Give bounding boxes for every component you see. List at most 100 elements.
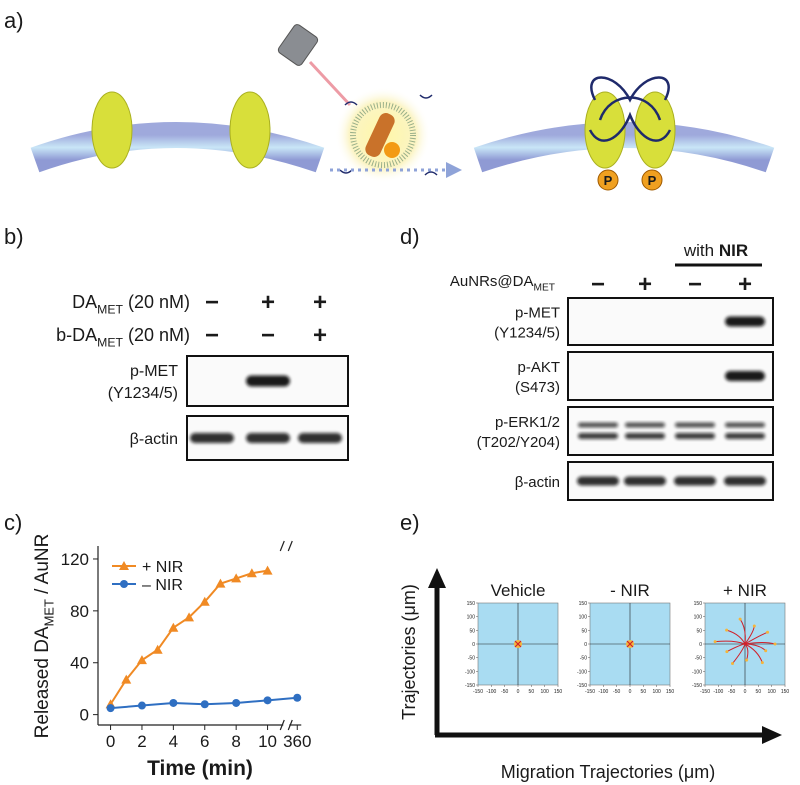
y-tick-label: 40 — [70, 654, 89, 673]
trajectory-end — [745, 658, 749, 662]
tick-label: 0 — [629, 689, 632, 695]
series-line — [109, 569, 268, 705]
marker — [106, 704, 115, 713]
marker — [168, 622, 179, 632]
blot-label: p-MET — [515, 305, 560, 322]
marker — [200, 700, 209, 709]
band — [725, 433, 765, 439]
tick-label: 0 — [584, 642, 587, 648]
header-bold: NIR — [719, 241, 748, 260]
label-sub: MET — [97, 302, 123, 316]
label-sub: MET — [42, 599, 57, 626]
trajectory — [715, 640, 746, 645]
panel-label: b) — [4, 224, 24, 249]
blot-label: p-MET — [130, 363, 178, 380]
receptor — [584, 91, 626, 169]
tick-label: -150 — [465, 683, 475, 689]
marker — [152, 644, 163, 654]
marker — [184, 612, 195, 622]
trajectory — [744, 643, 763, 663]
arrowhead — [428, 568, 446, 588]
trajectory — [626, 640, 634, 648]
trajectory — [744, 642, 776, 645]
marker — [121, 674, 132, 684]
receptor — [91, 91, 133, 169]
band — [725, 422, 765, 428]
trajectory — [732, 643, 746, 664]
marker — [231, 573, 242, 583]
trajectory — [514, 640, 522, 648]
trajectory-end — [764, 649, 768, 653]
sign: − — [205, 322, 219, 349]
label-part: / AuNR — [32, 534, 53, 599]
row-label: b-DAMET (20 nM) — [56, 325, 190, 349]
phospho-label: P — [648, 173, 657, 188]
label-part: (20 nM) — [123, 292, 190, 312]
tick-label: -50 — [580, 656, 587, 662]
axis-break — [279, 540, 285, 552]
illustration: P P — [30, 24, 775, 191]
tick-label: 50 — [756, 689, 762, 695]
band — [246, 375, 290, 387]
trajectory — [744, 643, 767, 652]
tick-label: -150 — [585, 689, 595, 695]
sign: − — [688, 271, 702, 298]
sign: − — [591, 271, 605, 298]
axis-break — [287, 719, 293, 731]
aptamer — [588, 76, 672, 142]
plot-title: Vehicle — [491, 581, 546, 600]
panel-label: c) — [4, 510, 22, 535]
x-tick-label: 2 — [137, 732, 146, 751]
nanorod — [365, 113, 395, 157]
band — [725, 371, 765, 381]
x-axis-label: Migration Trajectories (μm) — [501, 762, 715, 782]
laser — [277, 24, 319, 66]
sign: − — [205, 289, 219, 316]
band — [298, 433, 342, 443]
receptor — [229, 91, 271, 169]
tick-label: -50 — [728, 689, 735, 695]
tick-label: -50 — [695, 656, 702, 662]
label-sub: MET — [97, 335, 123, 349]
band — [675, 433, 715, 439]
marker — [136, 655, 147, 665]
tick-label: 100 — [652, 689, 661, 695]
tick-label: 0 — [517, 689, 520, 695]
blot-label: β-actin — [515, 474, 560, 491]
x-tick-label: 6 — [200, 732, 209, 751]
header-part: with — [683, 241, 719, 260]
marker — [137, 701, 146, 710]
label-part: AuNRs@DA — [450, 273, 534, 290]
tick-label: 50 — [529, 689, 535, 695]
blot-label: (S473) — [515, 379, 560, 396]
trajectory — [726, 629, 746, 645]
arrowhead — [446, 162, 462, 178]
legend-marker — [120, 580, 128, 588]
tick-label: -100 — [598, 689, 608, 695]
legend-label: + NIR — [142, 559, 183, 576]
tick-label: 50 — [641, 689, 647, 695]
marker — [263, 696, 272, 705]
x-tick-label: 10 — [258, 732, 277, 751]
tick-label: 150 — [467, 601, 476, 607]
blot-label: (T202/Y204) — [477, 434, 560, 451]
trajectory-end — [731, 661, 734, 665]
nanorod-shell — [350, 102, 416, 168]
band — [674, 476, 716, 486]
tick-label: -50 — [613, 689, 620, 695]
label-part: DA — [72, 292, 97, 312]
trajectory-end — [713, 640, 717, 644]
band — [246, 433, 290, 443]
blot-label: (Y1234/5) — [494, 325, 560, 342]
sign: + — [313, 322, 327, 349]
trajectory-end — [738, 617, 742, 621]
sign: + — [638, 271, 652, 298]
blot-label: β-actin — [130, 431, 178, 448]
marker — [293, 693, 302, 702]
label-part: Released DA — [32, 626, 53, 738]
band — [724, 476, 766, 486]
band — [725, 316, 765, 327]
panel-label: e) — [400, 510, 420, 535]
sign: + — [738, 271, 752, 298]
